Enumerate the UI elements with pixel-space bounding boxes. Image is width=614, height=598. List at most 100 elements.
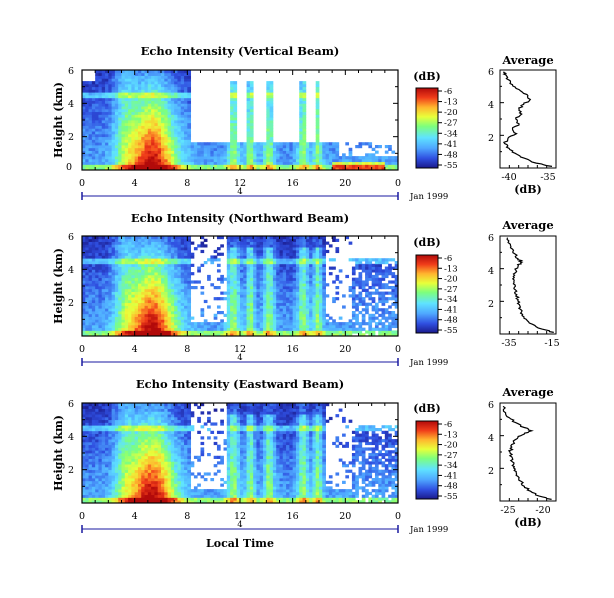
heatmap-cell	[322, 150, 326, 154]
heatmap-cell	[121, 128, 126, 132]
heatmap-cell	[187, 244, 192, 248]
heatmap-cell	[118, 111, 122, 115]
heatmap-cell	[309, 272, 313, 276]
heatmap-cell	[272, 145, 277, 149]
heatmap-cell	[131, 255, 136, 259]
heatmap-cell	[157, 274, 162, 279]
heatmap-cell	[230, 319, 234, 323]
heatmap-cell	[220, 150, 224, 154]
heatmap-cell	[91, 302, 96, 306]
heatmap-cell	[236, 145, 241, 149]
heatmap-cell	[394, 158, 399, 163]
heatmap-cell	[240, 299, 244, 304]
heatmap-cell	[312, 258, 317, 262]
heatmap-cell	[213, 297, 218, 301]
heatmap-cell	[128, 153, 132, 157]
heatmap-cell	[137, 136, 142, 140]
heatmap-cell	[151, 133, 155, 138]
heatmap-cell	[82, 81, 86, 85]
heatmap-cell	[91, 122, 96, 126]
heatmap-cell	[95, 286, 99, 290]
heatmap-cell	[220, 333, 224, 337]
heatmap-cell	[279, 164, 284, 168]
heatmap-cell	[161, 291, 165, 295]
heatmap-cell	[180, 103, 185, 107]
heatmap-cell	[305, 142, 310, 146]
heatmap-cell	[246, 97, 251, 101]
heatmap-cell	[82, 92, 86, 96]
heatmap-cell	[315, 145, 320, 149]
heatmap-cell	[302, 122, 307, 126]
heatmap-cell	[82, 86, 86, 90]
heatmap-cell	[121, 258, 126, 262]
heatmap-cell	[118, 97, 122, 101]
heatmap-cell	[141, 106, 145, 110]
heatmap-cell	[312, 153, 317, 157]
heatmap-cell	[134, 106, 139, 110]
heatmap-cell	[111, 117, 116, 121]
heatmap-cell	[114, 247, 119, 251]
heatmap-cell	[322, 266, 326, 270]
heatmap-cell	[253, 263, 257, 267]
heatmap-cell	[170, 244, 175, 248]
heatmap-cell	[282, 274, 287, 279]
heatmap-cell	[174, 167, 178, 171]
heatmap-cell	[82, 131, 86, 135]
heatmap-cell	[276, 261, 280, 265]
heatmap-cell	[312, 241, 317, 245]
heatmap-cell	[105, 255, 109, 259]
heatmap-cell	[88, 156, 93, 160]
heatmap-cell	[272, 150, 277, 154]
heatmap-cell	[246, 277, 251, 281]
heatmap-cell	[240, 263, 244, 267]
heatmap-cell	[325, 249, 330, 254]
heatmap-cell	[118, 316, 122, 320]
heatmap-cell	[332, 164, 336, 168]
heatmap-cell	[269, 128, 274, 132]
heatmap-cell	[151, 272, 155, 276]
heatmap-cell	[111, 288, 116, 292]
heatmap-cell	[114, 302, 119, 306]
heatmap-cell	[111, 333, 116, 337]
heatmap-cell	[85, 305, 89, 309]
heatmap-cell	[161, 252, 165, 256]
heatmap-cell	[319, 280, 323, 284]
heatmap-cell	[309, 316, 313, 320]
heatmap-cell	[312, 272, 317, 276]
heatmap-cell	[243, 249, 247, 254]
heatmap-cell	[213, 147, 218, 151]
heatmap-cell	[266, 236, 271, 240]
heatmap-cell	[345, 327, 350, 331]
heatmap-cell	[124, 316, 129, 320]
heatmap-cell	[88, 272, 93, 276]
heatmap-cell	[246, 111, 251, 115]
heatmap-cell	[114, 75, 119, 79]
heatmap-cell	[144, 263, 149, 267]
heatmap-cell	[137, 313, 142, 317]
heatmap-cell	[249, 241, 254, 245]
heatmap-cell	[141, 156, 145, 160]
heatmap-cell	[164, 261, 168, 265]
heatmap-cell	[147, 297, 152, 301]
heatmap-cell	[118, 106, 122, 110]
heatmap-cell	[365, 288, 369, 292]
heatmap-cell	[164, 158, 168, 163]
heatmap-cell	[256, 305, 261, 309]
profile-y-tick: 6	[488, 67, 494, 78]
heatmap-cell	[299, 277, 303, 281]
heatmap-cell	[121, 297, 126, 301]
heatmap-cell	[299, 299, 303, 304]
heatmap-cell	[226, 311, 231, 315]
heatmap-cell	[233, 108, 238, 113]
heatmap-cell	[295, 158, 300, 163]
heatmap-cell	[101, 167, 106, 171]
heatmap-cell	[263, 142, 267, 146]
heatmap-cell	[167, 108, 172, 113]
heatmap-cell	[151, 75, 155, 79]
heatmap-cell	[147, 81, 152, 85]
heatmap-cell	[187, 158, 192, 163]
heatmap-cell	[315, 313, 320, 317]
heatmap-cell	[240, 258, 244, 262]
heatmap-cell	[105, 263, 109, 267]
heatmap-cell	[253, 330, 257, 334]
